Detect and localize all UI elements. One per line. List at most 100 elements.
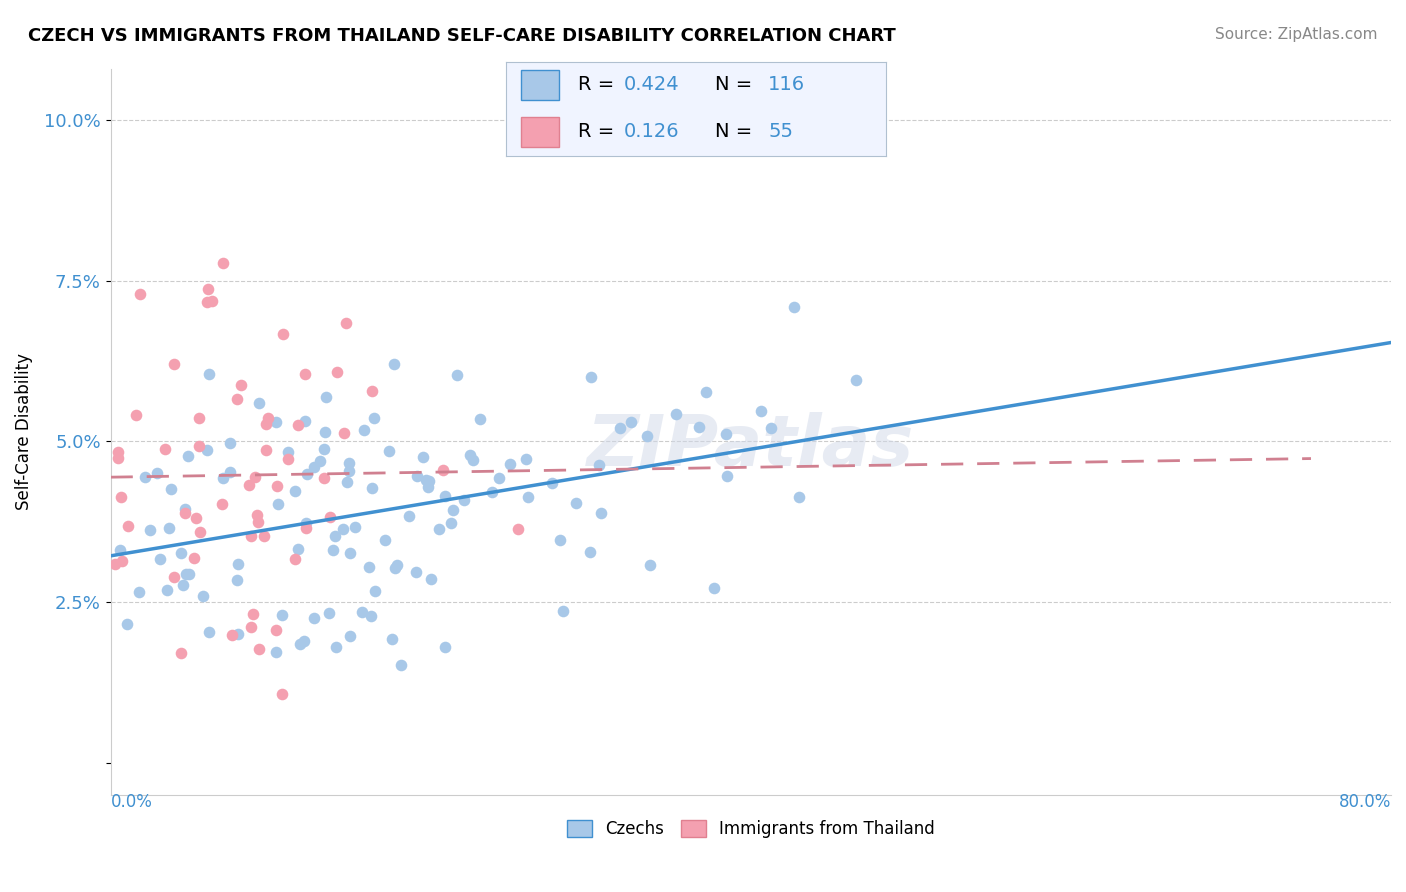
- FancyBboxPatch shape: [522, 70, 560, 100]
- Point: [749, 404, 772, 418]
- Point: [339, 629, 361, 643]
- Point: [134, 470, 156, 484]
- Point: [174, 506, 197, 520]
- Point: [277, 452, 299, 467]
- Point: [253, 528, 276, 542]
- Point: [432, 463, 454, 477]
- Point: [177, 566, 200, 581]
- Point: [170, 546, 193, 560]
- Point: [294, 516, 316, 531]
- Point: [197, 282, 219, 296]
- Point: [665, 407, 688, 421]
- Point: [378, 444, 401, 458]
- Point: [146, 466, 169, 480]
- Point: [221, 628, 243, 642]
- Point: [360, 481, 382, 495]
- Point: [188, 411, 211, 425]
- Point: [405, 566, 427, 580]
- Point: [271, 687, 294, 701]
- Point: [787, 490, 810, 504]
- Point: [336, 475, 359, 489]
- Point: [350, 605, 373, 619]
- Point: [620, 415, 643, 429]
- Point: [325, 640, 347, 654]
- FancyBboxPatch shape: [522, 117, 560, 147]
- Point: [107, 444, 129, 458]
- Point: [412, 450, 434, 465]
- Point: [238, 478, 260, 492]
- Text: 116: 116: [768, 76, 806, 95]
- Point: [326, 365, 349, 379]
- Point: [517, 490, 540, 504]
- Text: 0.0%: 0.0%: [111, 793, 152, 811]
- Point: [104, 557, 127, 571]
- Point: [211, 256, 233, 270]
- Point: [264, 624, 287, 638]
- Point: [108, 542, 131, 557]
- Point: [195, 442, 218, 457]
- Point: [481, 485, 503, 500]
- Point: [294, 414, 316, 428]
- Point: [344, 520, 367, 534]
- Point: [271, 327, 294, 342]
- Point: [609, 421, 631, 435]
- Point: [506, 522, 529, 536]
- Point: [695, 385, 717, 400]
- Point: [541, 475, 564, 490]
- Point: [111, 554, 134, 568]
- Point: [488, 471, 510, 485]
- Point: [153, 442, 176, 456]
- Point: [295, 467, 318, 481]
- Point: [239, 529, 262, 543]
- Point: [231, 378, 253, 392]
- Point: [363, 411, 385, 425]
- Point: [461, 453, 484, 467]
- Text: R =: R =: [578, 122, 621, 141]
- Point: [304, 611, 326, 625]
- Point: [565, 496, 588, 510]
- Point: [247, 396, 270, 410]
- Point: [636, 429, 658, 443]
- Point: [716, 427, 738, 442]
- Point: [254, 443, 277, 458]
- Point: [183, 551, 205, 566]
- Point: [149, 551, 172, 566]
- Point: [218, 436, 240, 450]
- Point: [339, 546, 361, 560]
- Point: [353, 424, 375, 438]
- Point: [638, 558, 661, 572]
- Point: [198, 367, 221, 381]
- Point: [434, 640, 457, 654]
- Point: [226, 557, 249, 571]
- Point: [264, 415, 287, 429]
- Point: [458, 448, 481, 462]
- Point: [174, 567, 197, 582]
- Point: [254, 417, 277, 431]
- Point: [360, 609, 382, 624]
- Point: [416, 480, 439, 494]
- Point: [335, 316, 357, 330]
- Point: [246, 515, 269, 529]
- Point: [579, 369, 602, 384]
- Text: 55: 55: [768, 122, 793, 141]
- Point: [264, 644, 287, 658]
- Point: [548, 533, 571, 547]
- Point: [266, 478, 288, 492]
- Point: [294, 368, 316, 382]
- Point: [551, 604, 574, 618]
- Point: [184, 511, 207, 525]
- Point: [332, 522, 354, 536]
- Point: [226, 627, 249, 641]
- Text: CZECH VS IMMIGRANTS FROM THAILAND SELF-CARE DISABILITY CORRELATION CHART: CZECH VS IMMIGRANTS FROM THAILAND SELF-C…: [28, 27, 896, 45]
- Point: [427, 522, 450, 536]
- Point: [156, 582, 179, 597]
- Point: [844, 373, 866, 387]
- Point: [138, 523, 160, 537]
- Point: [322, 543, 344, 558]
- Point: [470, 412, 492, 426]
- Point: [117, 519, 139, 533]
- Point: [312, 442, 335, 456]
- Point: [163, 570, 186, 584]
- Point: [162, 357, 184, 371]
- Point: [283, 483, 305, 498]
